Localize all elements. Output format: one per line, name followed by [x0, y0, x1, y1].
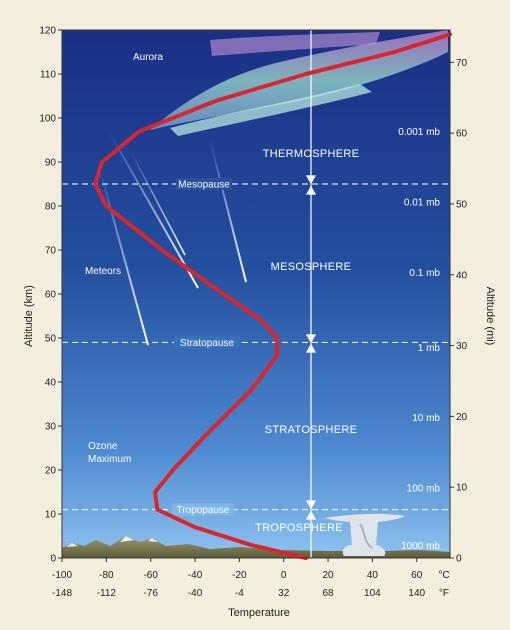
meteor-streak — [107, 129, 199, 289]
left-axis-tick-label: 20 — [45, 466, 57, 477]
right-axis: 0 10 20 30 40 50 60 70 — [450, 58, 468, 565]
celsius-tick-label: -100 — [52, 570, 72, 581]
celsius-tick-label: °C — [438, 570, 449, 581]
pressure-label: 1 mb — [418, 343, 441, 354]
left-axis-tick-label: 60 — [45, 290, 57, 301]
celsius-tick-label: 0 — [281, 570, 287, 581]
troposphere-label: TROPOSPHERE — [255, 522, 343, 534]
left-axis-tick-label: 30 — [45, 422, 57, 433]
fahrenheit-tick-label: -4 — [235, 588, 244, 599]
fahrenheit-tick-label: -76 — [143, 588, 158, 599]
ozone-label: Ozone — [88, 441, 118, 452]
thermosphere-label: THERMOSPHERE — [263, 148, 360, 160]
pressure-label: 0.01 mb — [404, 198, 441, 209]
temperature-profile-line — [93, 32, 452, 560]
celsius-tick-label: -20 — [232, 570, 247, 581]
pressure-label: 100 mb — [407, 484, 441, 495]
celsius-tick-label: -60 — [143, 570, 158, 581]
celsius-tick-label: -80 — [99, 570, 114, 581]
pressure-label: 1000 mb — [401, 541, 440, 552]
left-axis-tick-label: 80 — [45, 202, 57, 213]
stratosphere-label: STRATOSPHERE — [265, 424, 357, 436]
aurora-illustration — [150, 30, 448, 136]
fahrenheit-tick-label: °F — [439, 588, 449, 599]
left-axis-tick-label: 10 — [45, 510, 57, 521]
fahrenheit-tick-label: -112 — [97, 588, 117, 599]
right-axis-tick-label: 10 — [456, 483, 468, 494]
pressure-label: 0.001 mb — [398, 127, 440, 138]
tropopause-label: Tropopause — [177, 505, 230, 516]
meteor-streak — [99, 169, 149, 346]
fahrenheit-tick-label: 104 — [364, 588, 381, 599]
stratopause-label: Stratopause — [180, 338, 234, 349]
right-axis-title: Altitude (mi) — [484, 287, 496, 346]
pressure-label: 0.1 mb — [409, 268, 440, 279]
fahrenheit-tick-label: 140 — [408, 588, 425, 599]
x-axis-title: Temperature — [228, 607, 290, 619]
fahrenheit-tick-label: 68 — [322, 588, 334, 599]
celsius-tick-label: 60 — [411, 570, 423, 581]
left-axis-title: Altitude (km) — [23, 285, 35, 347]
left-axis-tick-label: 110 — [40, 70, 56, 81]
right-axis-tick-label: 50 — [456, 199, 468, 210]
right-axis-tick-label: 70 — [456, 58, 468, 69]
meteor-streak — [209, 139, 247, 283]
right-axis-tick-label: 0 — [456, 554, 462, 565]
right-axis-tick-label: 40 — [456, 270, 468, 281]
fahrenheit-tick-label: 32 — [278, 588, 290, 599]
layer-arrows — [305, 30, 317, 558]
celsius-tick-label: 40 — [367, 570, 379, 581]
pressure-label: 10 mb — [412, 413, 440, 424]
left-axis-tick-label: 100 — [39, 114, 56, 125]
bottom-axis: -100-148-80-112-60-76-40-40-20-403220684… — [52, 558, 450, 599]
left-axis-tick-label: 120 — [39, 26, 56, 37]
celsius-tick-label: -40 — [188, 570, 203, 581]
left-axis: 0 10 20 30 40 50 60 70 80 90 100 110 120 — [39, 26, 62, 565]
right-axis-tick-label: 20 — [456, 412, 468, 423]
right-axis-tick-label: 60 — [456, 129, 468, 140]
mesopause-label: Mesopause — [178, 180, 230, 191]
ozone-label: Maximum — [88, 454, 131, 465]
celsius-tick-label: 20 — [322, 570, 334, 581]
left-axis-tick-label: 90 — [45, 158, 57, 169]
pressure-labels: 0.001 mb 0.01 mb 0.1 mb 1 mb 10 mb 100 mb 1000… — [398, 127, 440, 552]
aurora-label: Aurora — [133, 52, 163, 63]
fahrenheit-tick-label: -40 — [188, 588, 203, 599]
meteors-label: Meteors — [85, 266, 121, 277]
right-axis-tick-label: 30 — [456, 341, 468, 352]
storm-cloud-illustration — [325, 513, 405, 556]
mesosphere-label: MESOSPHERE — [271, 261, 352, 273]
fahrenheit-tick-label: -148 — [52, 588, 72, 599]
left-axis-tick-label: 0 — [50, 554, 56, 565]
left-axis-tick-label: 50 — [45, 334, 57, 345]
meteors-illustration — [99, 129, 247, 346]
meteor-streak — [129, 149, 186, 256]
left-axis-tick-label: 40 — [45, 378, 57, 389]
left-axis-tick-label: 70 — [45, 246, 57, 257]
